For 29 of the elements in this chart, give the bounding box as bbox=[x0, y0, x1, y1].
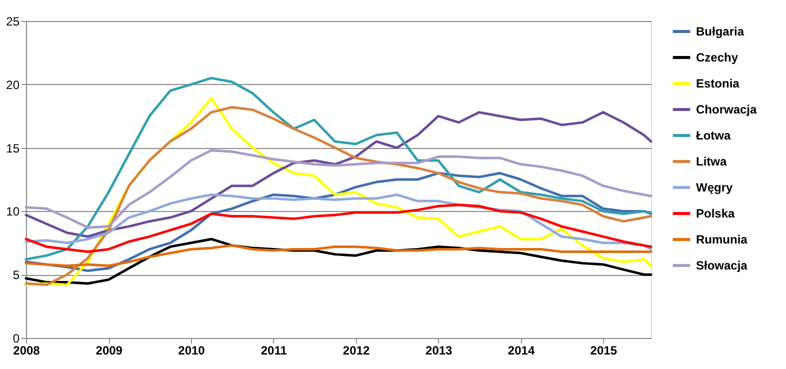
legend-label: Polska bbox=[696, 206, 736, 220]
x-tick-label: 2012 bbox=[342, 344, 370, 358]
x-tick-label: 2009 bbox=[96, 344, 123, 358]
legend-label: Węgry bbox=[696, 180, 733, 194]
legend-label: Chorwacja bbox=[696, 102, 758, 116]
line-series bbox=[24, 111, 652, 238]
legend-label: Łotwa bbox=[696, 128, 731, 142]
y-tick-label: 5 bbox=[12, 268, 20, 282]
x-tick-label: 2014 bbox=[508, 344, 535, 358]
x-tick-label: 2008 bbox=[13, 344, 40, 358]
legend-label: Bułgaria bbox=[696, 24, 744, 38]
y-tick-label: 25 bbox=[6, 14, 20, 28]
y-tick-label: 0 bbox=[12, 332, 20, 346]
x-tick-label: 2015 bbox=[590, 344, 618, 358]
y-tick-label: 10 bbox=[6, 204, 20, 219]
legend-label: Czechy bbox=[696, 50, 738, 64]
legend-label: Słowacja bbox=[696, 258, 748, 272]
x-tick-label: 2011 bbox=[260, 344, 288, 358]
line-series bbox=[24, 244, 652, 267]
y-tick-label: 15 bbox=[6, 141, 20, 156]
x-tick-label: 2013 bbox=[426, 344, 453, 358]
legend-label: Litwa bbox=[696, 154, 727, 168]
line-series bbox=[24, 149, 652, 229]
legend-label: Rumunia bbox=[696, 232, 748, 246]
y-tick-label: 20 bbox=[6, 78, 20, 92]
legend-label: Estonia bbox=[696, 76, 740, 90]
line-series bbox=[24, 204, 652, 254]
x-tick-label: 2010 bbox=[178, 344, 206, 358]
line-series bbox=[24, 76, 652, 261]
